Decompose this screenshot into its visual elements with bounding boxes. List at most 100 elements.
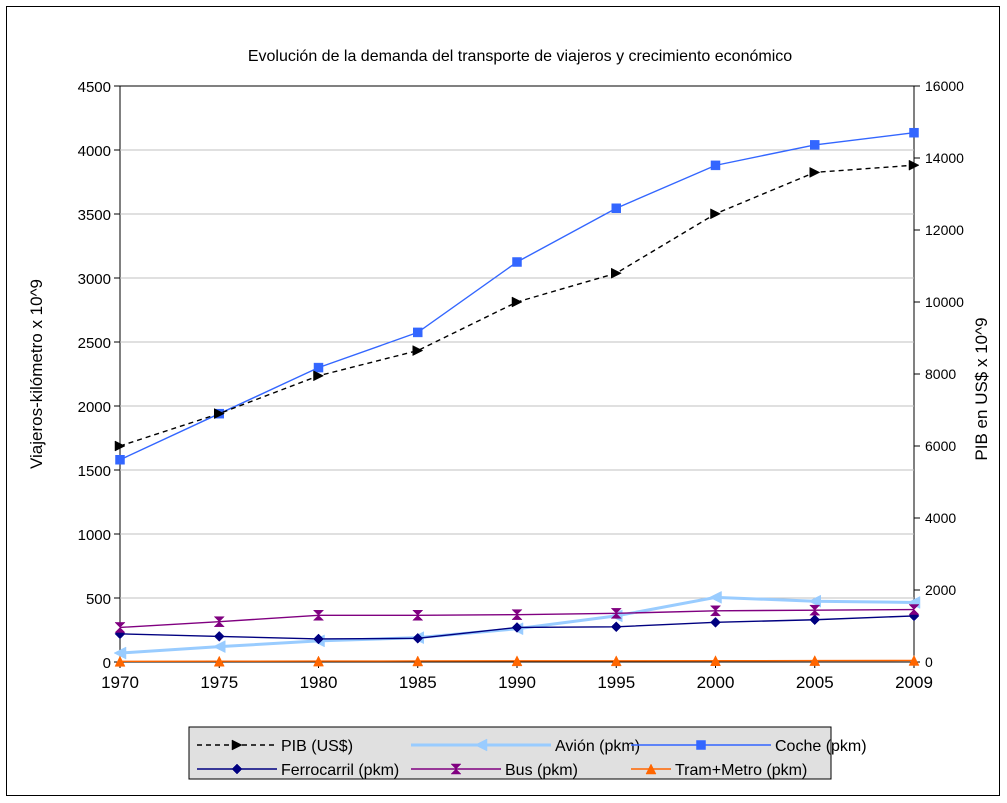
legend-item-pib-us: PIB (US$) — [197, 738, 353, 755]
data-point-tram-metro-pkm — [710, 655, 721, 666]
y2-axis-label: PIB en US$ x 10^9 — [972, 317, 991, 460]
data-point-bus-pkm — [412, 610, 424, 621]
legend-marker — [450, 763, 462, 775]
data-point-bus-pkm — [312, 610, 325, 621]
legend-item-coche-pkm: Coche (pkm) — [631, 738, 867, 755]
data-point-ferrocarril-pkm — [213, 631, 225, 642]
y2-tick-label: 16000 — [925, 78, 964, 94]
data-point-tram-metro-pkm — [313, 655, 324, 667]
data-point-tram-metro-pkm — [908, 654, 920, 666]
gridlines — [120, 149, 914, 599]
series-coche-pkm — [115, 127, 919, 465]
data-point-coche-pkm — [313, 362, 324, 373]
series-bus-pkm — [114, 604, 920, 633]
y2-tick-label: 6000 — [925, 438, 956, 454]
y2-tick-label: 4000 — [925, 510, 956, 526]
legend-label: Bus (pkm) — [505, 762, 578, 779]
data-point-coche-pkm — [611, 203, 621, 213]
x-tick-label: 2005 — [796, 673, 834, 692]
legend-item-avi-n-pkm: Avión (pkm) — [411, 738, 640, 755]
legend-item-tram-metro-pkm: Tram+Metro (pkm) — [631, 762, 807, 779]
data-point-bus-pkm — [809, 604, 821, 616]
x-tick-label: 1985 — [399, 673, 437, 692]
plot-area — [119, 85, 915, 663]
data-point-tram-metro-pkm — [114, 655, 126, 667]
data-point-bus-pkm — [709, 605, 722, 617]
data-point-avi-n-pkm — [708, 590, 722, 604]
y-tick-label: 3000 — [78, 271, 111, 288]
legend-marker — [231, 763, 243, 775]
data-point-coche-pkm — [810, 140, 820, 150]
data-point-pib-us — [611, 267, 622, 279]
y2-tick-label: 2000 — [925, 582, 956, 598]
data-point-coche-pkm — [115, 455, 125, 465]
chart-title: Evolución de la demanda del transporte d… — [248, 48, 792, 65]
y-tick-label: 3500 — [78, 207, 111, 224]
data-point-pib-us — [214, 408, 225, 420]
x-tick-label: 1980 — [300, 673, 338, 692]
data-point-pib-us — [908, 159, 920, 171]
left-axis-ticks: 0 500 1000 1500 2000 2500 3000 3500 4000 4500 — [78, 79, 120, 672]
legend-label: PIB (US$) — [281, 738, 353, 755]
data-point-avi-n-pkm — [808, 594, 821, 608]
y-tick-label: 4500 — [78, 79, 111, 96]
data-point-ferrocarril-pkm — [313, 633, 324, 645]
y-tick-label: 500 — [86, 591, 111, 608]
legend-label: Tram+Metro (pkm) — [675, 762, 807, 779]
series-pib-us — [114, 159, 920, 452]
y2-tick-label: 10000 — [925, 294, 964, 310]
y-tick-label: 1000 — [78, 527, 111, 544]
y-tick-label: 2000 — [78, 399, 111, 416]
legend: PIB (US$) Avión (pkm) Coche (pkm) Ferrocarr… — [188, 726, 867, 780]
legend-marker — [231, 739, 243, 751]
series-group — [113, 127, 921, 667]
x-tick-label: 1970 — [101, 673, 139, 692]
data-point-ferrocarril-pkm — [610, 621, 622, 633]
y-axis-label: Viajeros-kilómetro x 10^9 — [27, 279, 46, 469]
data-point-pib-us — [809, 166, 821, 178]
legend-marker — [645, 763, 657, 775]
legend-marker — [696, 740, 706, 750]
right-axis-ticks: 0 2000 4000 6000 8000 10000 12000 14000 16000 — [914, 78, 964, 670]
y2-tick-label: 8000 — [925, 366, 956, 382]
data-point-bus-pkm — [610, 608, 622, 619]
y2-tick-label: 14000 — [925, 150, 964, 166]
legend-marker — [474, 738, 488, 752]
data-point-tram-metro-pkm — [511, 655, 523, 667]
data-point-tram-metro-pkm — [809, 655, 821, 666]
line-chart: Evolución de la demanda del transporte d… — [27, 48, 991, 780]
legend-item-ferrocarril-pkm: Ferrocarril (pkm) — [197, 762, 399, 779]
data-point-avi-n-pkm — [212, 640, 226, 654]
x-tick-label: 1995 — [597, 673, 635, 692]
data-point-coche-pkm — [710, 160, 721, 171]
data-point-pib-us — [412, 345, 424, 357]
y-tick-label: 0 — [103, 655, 111, 672]
y2-tick-label: 12000 — [925, 222, 964, 238]
legend-label: Coche (pkm) — [775, 738, 867, 755]
x-tick-label: 1975 — [200, 673, 238, 692]
legend-box — [188, 726, 832, 780]
data-point-coche-pkm — [512, 257, 522, 267]
data-point-tram-metro-pkm — [610, 655, 622, 667]
data-point-bus-pkm — [511, 609, 523, 620]
data-point-bus-pkm — [114, 622, 126, 633]
chart-frame: Evolución de la demanda del transporte d… — [6, 6, 1000, 796]
data-point-pib-us — [511, 296, 523, 308]
legend-label: Avión (pkm) — [555, 738, 640, 755]
data-point-tram-metro-pkm — [412, 655, 424, 667]
y-tick-label: 1500 — [78, 463, 111, 480]
x-tick-label: 2009 — [895, 673, 933, 692]
x-tick-label: 1990 — [498, 673, 536, 692]
data-point-pib-us — [710, 208, 722, 220]
data-point-bus-pkm — [213, 616, 225, 627]
x-tick-label: 2000 — [697, 673, 735, 692]
data-point-tram-metro-pkm — [213, 655, 225, 667]
data-point-pib-us — [313, 370, 325, 382]
data-point-pib-us — [114, 440, 126, 452]
data-point-bus-pkm — [908, 604, 920, 615]
y-tick-label: 4000 — [78, 143, 111, 160]
data-point-coche-pkm — [909, 127, 919, 138]
data-point-ferrocarril-pkm — [809, 614, 821, 626]
data-point-ferrocarril-pkm — [412, 632, 424, 644]
y2-tick-label: 0 — [925, 654, 933, 670]
